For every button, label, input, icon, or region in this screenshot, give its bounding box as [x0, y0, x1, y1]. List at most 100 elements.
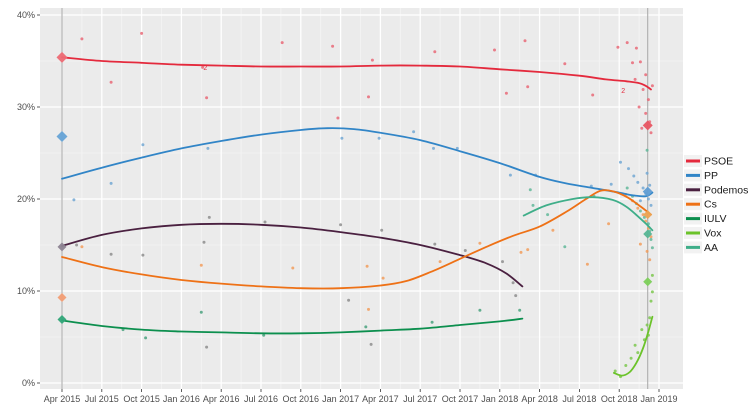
poll-point — [504, 91, 508, 95]
poll-point — [377, 136, 381, 140]
poll-point — [336, 116, 340, 120]
poll-point — [508, 173, 512, 177]
poll-point — [263, 220, 267, 224]
trend-iulv — [61, 317, 524, 335]
poll-point — [650, 246, 654, 250]
overlap-count-annotation: 2 — [621, 88, 625, 95]
poll-point — [207, 215, 211, 219]
poll-point — [638, 209, 642, 213]
poll-point — [648, 258, 652, 262]
poll-point — [631, 61, 634, 65]
poll-point — [455, 146, 459, 150]
result-marker-psoe — [56, 51, 68, 63]
poll-point — [206, 146, 210, 150]
x-tick-label: Oct 2018 — [601, 394, 638, 404]
poll-point — [634, 46, 638, 50]
poll-point — [629, 356, 633, 360]
poll-point — [109, 181, 113, 185]
x-tick-label: Apr 2018 — [521, 394, 558, 404]
poll-point — [642, 215, 646, 219]
poll-point — [523, 39, 527, 43]
legend-item-vox: Vox — [684, 227, 722, 240]
poll-point — [546, 213, 550, 217]
poll-point — [141, 253, 145, 257]
poll-point — [370, 58, 374, 62]
poll-point — [645, 171, 649, 175]
poll-point — [649, 299, 653, 303]
x-tick-label: Jan 2018 — [481, 394, 518, 404]
poll-point — [648, 316, 652, 320]
poll-point — [640, 126, 644, 130]
poll-point — [528, 188, 532, 192]
legend: PSOE PP Podemos Cs IULV Vox AA — [684, 155, 748, 254]
poll-point — [80, 37, 84, 41]
poll-point — [205, 96, 209, 100]
poll-point — [633, 77, 637, 81]
poll-point — [638, 60, 642, 64]
x-tick-label: Jan 2017 — [322, 394, 359, 404]
poll-point — [340, 136, 344, 140]
poll-point — [109, 80, 113, 84]
poll-point — [636, 351, 640, 355]
legend-item-psoe: PSOE — [684, 155, 733, 168]
axes: 0%10%20%30%40%Apr 2015 Jul 2015 Oct 2015 Ja… — [17, 10, 678, 404]
poll-point — [381, 276, 385, 280]
poll-point — [201, 65, 205, 69]
points-podemos — [75, 215, 518, 349]
election-2015-markers — [56, 51, 68, 325]
election-2018-markers — [642, 120, 653, 287]
poll-point — [519, 250, 523, 254]
poll-point — [72, 198, 76, 202]
poll-point — [140, 31, 144, 35]
y-tick-label: 20% — [17, 194, 35, 204]
poll-point — [438, 260, 442, 264]
result-marker-cs — [643, 210, 653, 220]
y-tick-label: 0% — [22, 378, 35, 388]
poll-point — [627, 167, 630, 171]
trend-cs — [61, 189, 652, 290]
y-tick-label: 10% — [17, 286, 35, 296]
x-tick-label: Apr 2017 — [362, 394, 399, 404]
poll-point — [526, 85, 530, 89]
poll-point — [380, 228, 384, 232]
poll-point — [637, 105, 641, 109]
poll-point — [625, 41, 629, 45]
poll-point — [526, 248, 530, 252]
poll-point — [645, 249, 649, 253]
poll-point — [365, 264, 369, 268]
x-tick-label: Jan 2016 — [163, 394, 200, 404]
poll-point — [616, 45, 620, 49]
legend-item-podemos: Podemos — [684, 183, 748, 196]
poll-point — [144, 336, 148, 340]
x-tick-label: Oct 2015 — [123, 394, 160, 404]
result-marker-psoe — [642, 120, 653, 131]
y-tick-label: 30% — [17, 102, 35, 112]
legend-label-iulv: IULV — [704, 213, 727, 225]
poll-point — [280, 41, 284, 45]
poll-point — [646, 98, 650, 102]
poll-point — [638, 242, 642, 246]
poll-point — [347, 298, 351, 302]
poll-point — [650, 273, 654, 277]
poll-point — [638, 199, 642, 203]
poll-point — [641, 186, 645, 190]
poll-point — [632, 174, 636, 178]
result-marker-cs — [57, 292, 67, 302]
poll-point — [433, 50, 437, 54]
legend-label-cs: Cs — [704, 199, 717, 211]
poll-point — [369, 342, 373, 346]
points-iulv — [121, 308, 522, 340]
legend-label-aa: AA — [704, 242, 718, 254]
result-marker-podemos — [57, 242, 67, 252]
x-tick-label: Jul 2015 — [85, 394, 119, 404]
y-tick-label: 40% — [17, 10, 35, 20]
x-tick-label: Jan 2019 — [640, 394, 677, 404]
poll-point — [432, 146, 435, 150]
x-tick-label: Jul 2018 — [562, 394, 596, 404]
x-tick-label: Oct 2017 — [442, 394, 479, 404]
poll-point — [563, 62, 567, 66]
poll-point — [641, 88, 645, 91]
poll-point — [518, 308, 522, 312]
poll-point — [649, 235, 653, 239]
